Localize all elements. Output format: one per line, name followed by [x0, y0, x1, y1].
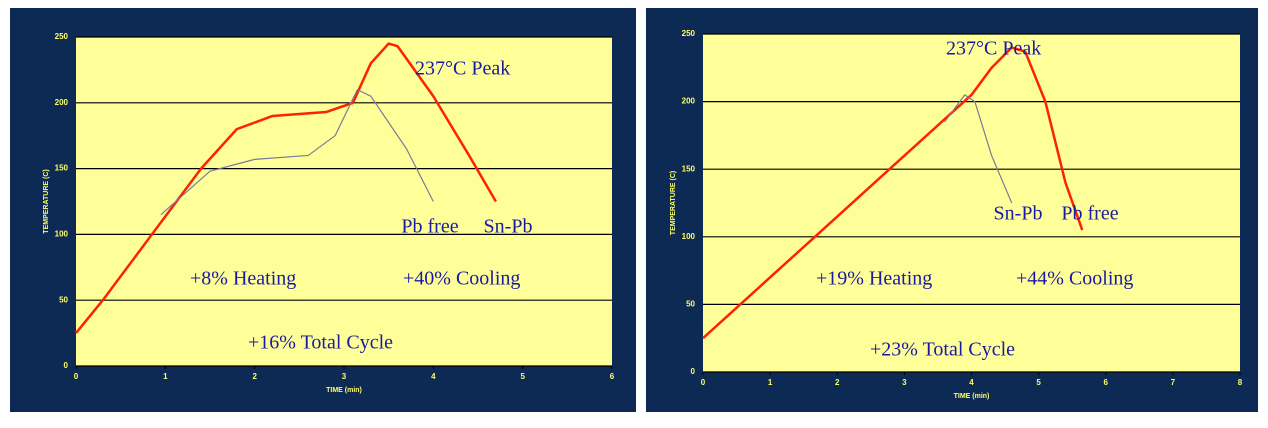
x-tick-label: 8	[1238, 378, 1243, 387]
y-tick-label: 150	[682, 164, 696, 173]
annotation: +8% Heating	[190, 268, 296, 290]
plot-area	[703, 34, 1240, 372]
x-tick-label: 5	[520, 372, 525, 381]
y-tick-label: 0	[64, 361, 69, 370]
line-series	[160, 89, 434, 216]
line-series	[75, 42, 497, 334]
y-tick-label: 150	[55, 164, 69, 173]
y-axis-label: TEMPERATURE (C)	[670, 171, 677, 235]
y-tick-label: 50	[686, 300, 695, 309]
x-tick-label: 4	[969, 378, 974, 387]
x-tick-label: 0	[701, 378, 706, 387]
plot-area	[76, 37, 612, 366]
x-tick-label: 1	[163, 372, 168, 381]
line-series	[944, 94, 1013, 204]
x-tick-label: 4	[431, 372, 436, 381]
annotation: +40% Cooling	[403, 268, 520, 290]
annotation: 237°C Peak	[415, 58, 510, 80]
x-tick-label: 2	[835, 378, 840, 387]
series-label: Sn-Pb	[994, 203, 1043, 225]
y-tick-label: 200	[682, 97, 696, 106]
y-tick-label: 100	[55, 230, 69, 239]
y-axis-label: TEMPERATURE (C)	[43, 169, 50, 233]
annotation: +44% Cooling	[1016, 268, 1133, 290]
y-tick-label: 100	[682, 232, 696, 241]
series-label: Pb free	[401, 216, 458, 238]
y-tick-label: 250	[682, 29, 696, 38]
annotation: +16% Total Cycle	[248, 332, 393, 354]
y-tick-label: 200	[55, 98, 69, 107]
x-axis-label: TIME (min)	[954, 393, 990, 400]
series-label: Sn-Pb	[484, 216, 533, 238]
line-series	[702, 46, 1084, 340]
x-tick-label: 3	[902, 378, 907, 387]
x-tick-label: 7	[1171, 378, 1176, 387]
y-tick-label: 0	[691, 367, 696, 376]
y-tick-label: 250	[55, 32, 69, 41]
x-tick-label: 0	[74, 372, 79, 381]
annotation: +19% Heating	[816, 268, 932, 290]
x-tick-label: 1	[768, 378, 773, 387]
x-tick-label: 6	[610, 372, 615, 381]
x-tick-label: 6	[1104, 378, 1109, 387]
annotation: +23% Total Cycle	[870, 339, 1015, 361]
x-tick-label: 5	[1036, 378, 1041, 387]
annotation: 237°C Peak	[946, 38, 1041, 60]
x-axis-label: TIME (min)	[326, 387, 362, 394]
y-tick-label: 50	[59, 295, 68, 304]
x-tick-label: 3	[342, 372, 347, 381]
series-label: Pb free	[1061, 203, 1118, 225]
x-tick-label: 2	[252, 372, 257, 381]
